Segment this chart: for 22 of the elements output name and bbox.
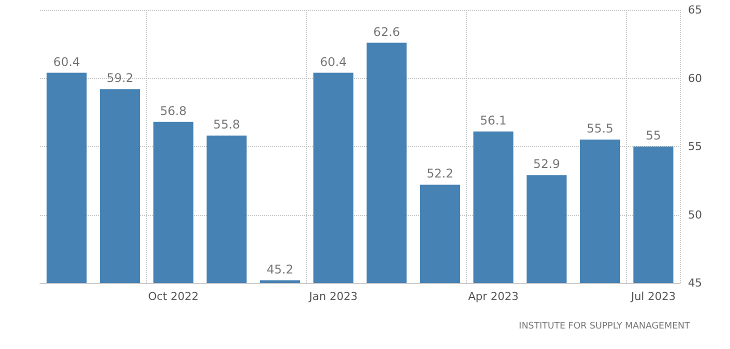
data-label: 52.2 (426, 166, 454, 181)
x-tick-label: Oct 2022 (148, 290, 199, 303)
x-tick-label: Jul 2023 (630, 290, 676, 303)
data-label: 56.1 (480, 113, 507, 128)
data-label: 62.6 (373, 24, 400, 39)
y-tick-label: 55 (688, 140, 702, 153)
data-label: 60.4 (320, 54, 347, 69)
data-label: 45.2 (266, 262, 294, 276)
text: INSTITUTE FOR SUPPLY MANAGEMENT (518, 322, 690, 332)
data-label: 52.9 (533, 157, 560, 172)
data-label: 55 (646, 128, 661, 142)
data-label: 56.8 (160, 104, 187, 118)
x-tick-label: Apr 2023 (468, 290, 519, 303)
x-tick-label: Jan 2023 (308, 290, 358, 303)
y-tick-label: 50 (688, 208, 702, 222)
y-tick-label: 45 (688, 276, 702, 290)
data-label: 59.2 (106, 71, 134, 86)
data-label: 55.8 (213, 118, 240, 132)
y-tick-label: 60 (688, 72, 702, 85)
data-label: 60.4 (53, 54, 80, 69)
data-label: 55.5 (586, 122, 614, 136)
y-tick-label: 65 (688, 4, 702, 16)
